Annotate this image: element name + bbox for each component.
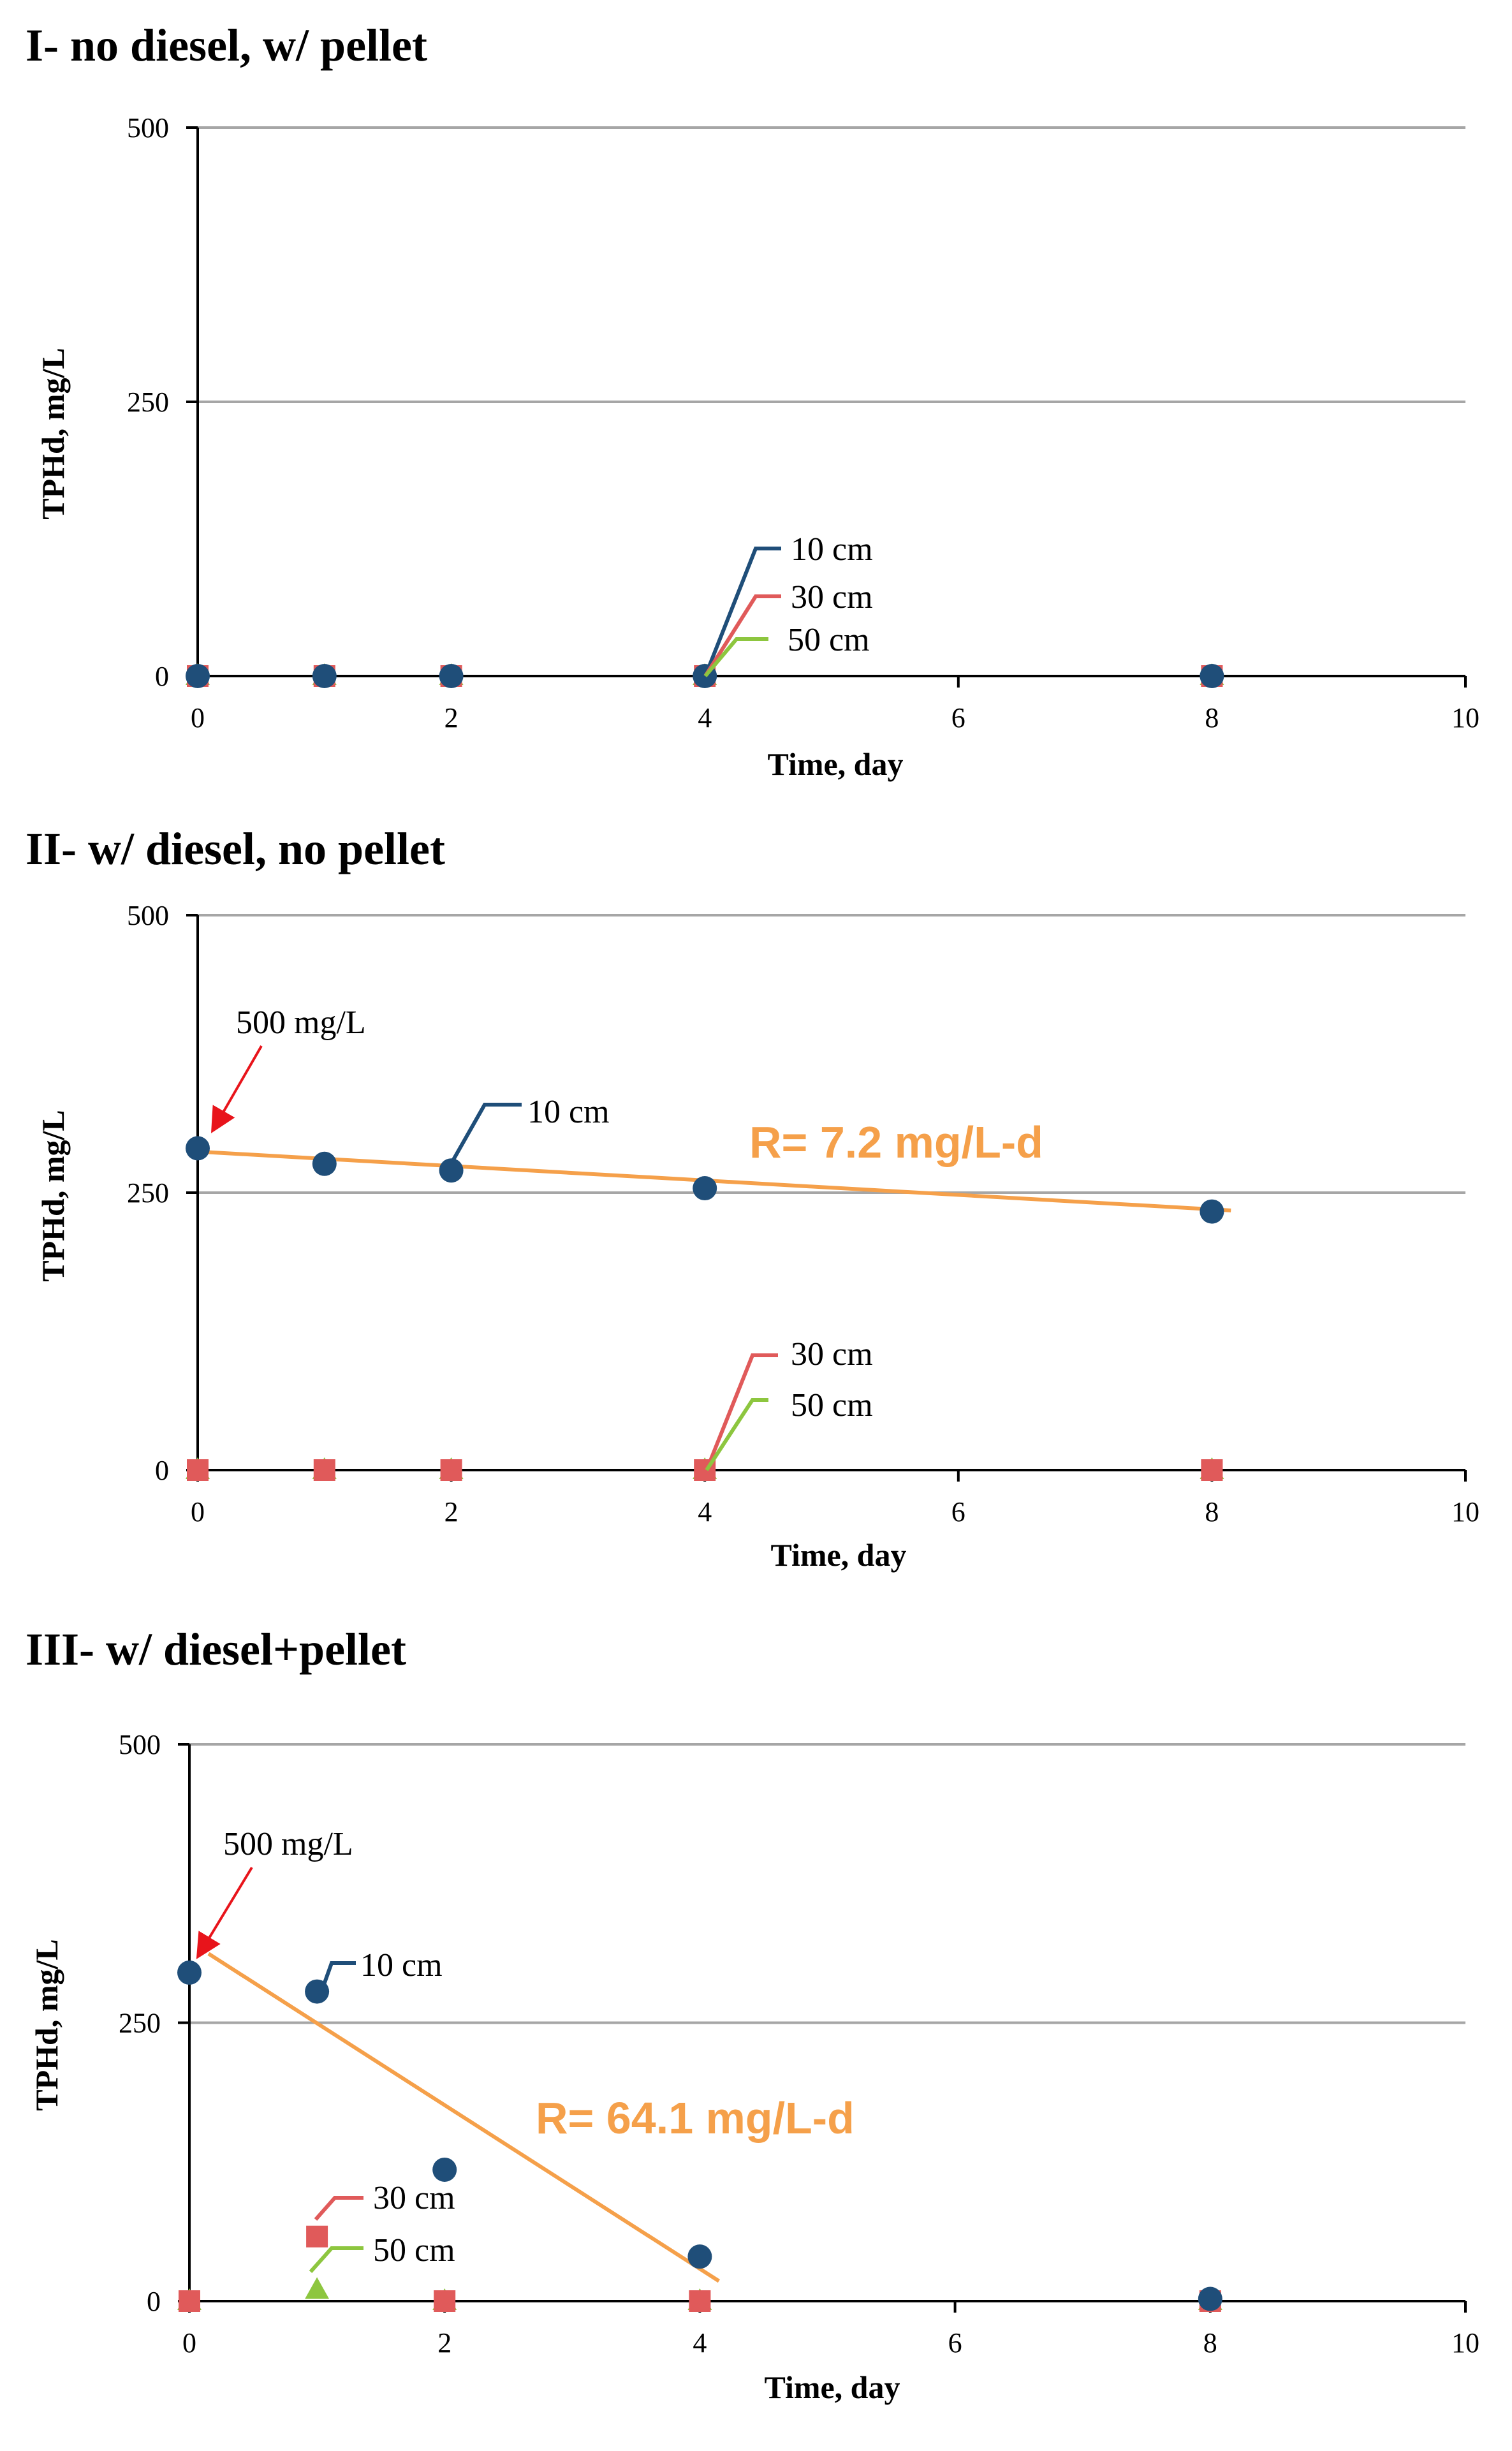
series-label-leader <box>451 1103 522 1162</box>
y-tick-label: 500 <box>127 112 169 144</box>
point-30cm <box>306 2225 328 2248</box>
point-10cm <box>439 1158 464 1183</box>
series-label: 10 cm <box>527 1094 610 1130</box>
x-tick-label: 10 <box>1451 702 1479 733</box>
x-axis-title: Time, day <box>768 746 904 782</box>
point-10cm <box>312 664 337 688</box>
rate-label: R= 64.1 mg/L-d <box>536 2093 855 2143</box>
x-tick-label: 2 <box>444 702 459 733</box>
x-tick-label: 6 <box>948 2327 962 2359</box>
rate-label: R= 7.2 mg/L-d <box>749 1117 1043 1167</box>
series-label: 30 cm <box>791 1336 873 1373</box>
y-axis-title: TPHd, mg/L <box>35 1110 71 1281</box>
point-10cm <box>186 664 210 688</box>
series-label-leader <box>309 2246 363 2273</box>
x-tick-label: 4 <box>693 2327 707 2359</box>
series-label: 10 cm <box>360 1947 443 1984</box>
point-10cm <box>312 1151 337 1176</box>
x-tick-label: 0 <box>191 1496 205 1527</box>
point-10cm <box>693 1176 717 1201</box>
y-tick-label: 0 <box>155 661 169 692</box>
point-10cm <box>1198 2286 1222 2311</box>
point-30cm <box>187 1459 209 1481</box>
x-tick-label: 10 <box>1451 1496 1479 1527</box>
y-axis-title: TPHd, mg/L <box>29 1939 64 2110</box>
x-tick-label: 6 <box>951 702 965 733</box>
x-tick-label: 2 <box>437 2327 451 2359</box>
series-label: 30 cm <box>791 579 873 615</box>
y-tick-label: 0 <box>147 2286 161 2317</box>
series-label-leader <box>705 1353 778 1471</box>
panel-3: III- w/ diesel+pellet 0 250 500 0 2 4 6 8 10 Time,… <box>26 1624 1479 2405</box>
x-tick-label: 0 <box>182 2327 196 2359</box>
series-label-leader <box>703 547 781 677</box>
series-label: 50 cm <box>791 1387 873 1424</box>
initial-concentration-arrow <box>196 1866 253 1959</box>
point-10cm <box>186 1136 210 1161</box>
series-label-leader <box>705 1398 768 1471</box>
series-label: 50 cm <box>788 622 870 658</box>
initial-concentration-label: 500 mg/L <box>223 1826 353 1862</box>
point-30cm <box>313 1459 335 1481</box>
initial-concentration-arrow <box>211 1045 263 1133</box>
x-tick-label: 4 <box>698 702 712 733</box>
series-label: 10 cm <box>791 531 873 568</box>
x-tick-label: 4 <box>698 1496 712 1527</box>
point-30cm <box>179 2290 200 2312</box>
panel-title: II- w/ diesel, no pellet <box>26 823 445 874</box>
x-axis-title: Time, day <box>765 2369 900 2405</box>
series-label-leader <box>703 594 781 677</box>
panel-2: II- w/ diesel, no pellet 0 250 500 0 2 4 6 8 10 Ti… <box>26 823 1479 1573</box>
x-tick-label: 6 <box>951 1496 965 1527</box>
point-30cm <box>440 1459 462 1481</box>
point-10cm <box>439 664 464 688</box>
point-10cm <box>432 2157 457 2182</box>
point-10cm <box>1200 1199 1224 1224</box>
series-label-leader <box>320 1961 356 1991</box>
point-30cm <box>434 2290 456 2312</box>
y-tick-label: 250 <box>127 1177 169 1209</box>
panel-1: I- no diesel, w/ pellet 0 250 500 0 2 4 6 8 10 Tim… <box>26 20 1479 782</box>
x-tick-label: 8 <box>1205 702 1219 733</box>
series-label: 50 cm <box>373 2232 455 2269</box>
series-label: 30 cm <box>373 2180 455 2216</box>
initial-concentration-label: 500 mg/L <box>236 1005 366 1041</box>
x-tick-label: 8 <box>1203 2327 1217 2359</box>
point-10cm <box>687 2244 712 2269</box>
point-10cm <box>177 1960 202 1985</box>
y-axis-title: TPHd, mg/L <box>35 348 71 519</box>
trendline <box>207 1952 721 2283</box>
series-label-leader <box>703 637 768 677</box>
point-10cm <box>1200 664 1224 688</box>
series-label-leader <box>314 2196 363 2221</box>
y-tick-label: 250 <box>119 2008 161 2039</box>
y-tick-label: 0 <box>155 1455 169 1486</box>
x-tick-label: 8 <box>1205 1496 1219 1527</box>
x-tick-label: 10 <box>1451 2327 1479 2359</box>
x-tick-label: 0 <box>191 702 205 733</box>
point-30cm <box>1201 1459 1223 1481</box>
point-50cm <box>305 2277 330 2299</box>
y-tick-label: 500 <box>127 900 169 931</box>
panel-title: I- no diesel, w/ pellet <box>26 20 427 71</box>
y-tick-label: 500 <box>119 1729 161 1760</box>
x-axis-title: Time, day <box>771 1537 907 1573</box>
point-30cm <box>689 2290 711 2312</box>
y-tick-label: 250 <box>127 386 169 418</box>
x-tick-label: 2 <box>444 1496 459 1527</box>
panel-title: III- w/ diesel+pellet <box>26 1624 406 1675</box>
